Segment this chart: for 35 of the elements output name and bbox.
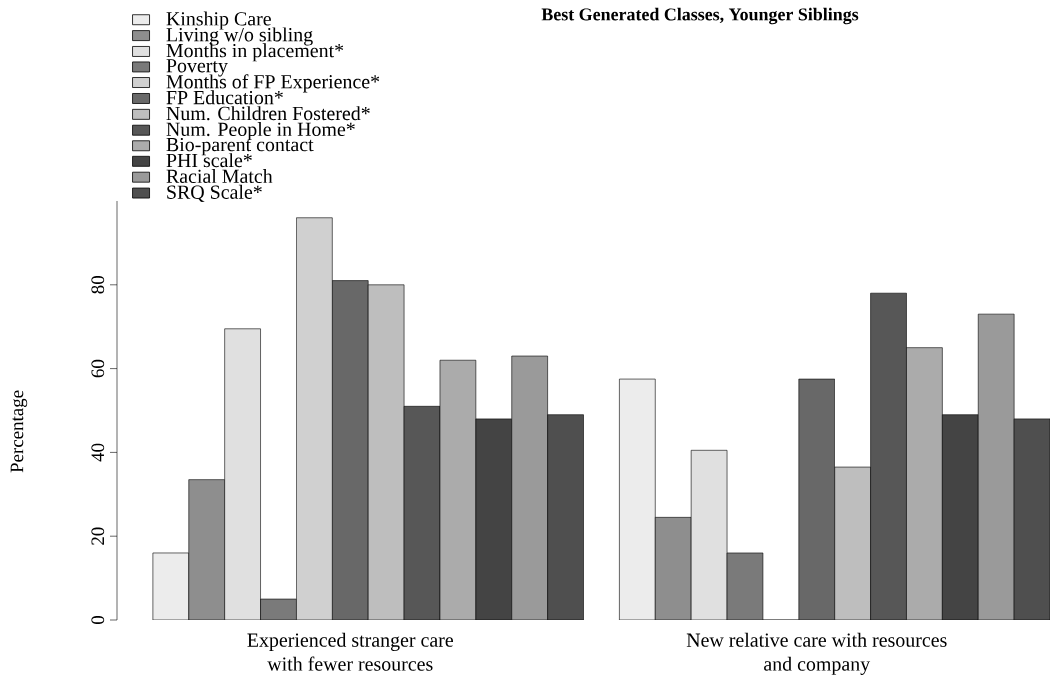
bar — [690, 450, 728, 620]
legend-label: Racial Match — [166, 168, 273, 184]
bar — [152, 552, 190, 620]
bar — [367, 284, 405, 620]
bar — [726, 552, 764, 620]
bar — [798, 378, 835, 620]
bar — [224, 328, 261, 620]
chart-title: Best Generated Classes, Younger Siblings — [541, 7, 859, 25]
bar — [977, 313, 1015, 620]
bar — [547, 414, 584, 620]
legend-label: FP Education* — [166, 90, 283, 105]
y-tick-label: 40 — [91, 443, 105, 462]
legend-label: Num. Children Fostered* — [166, 106, 370, 121]
bar — [188, 479, 225, 620]
bar — [870, 292, 907, 620]
legend-label: SRQ Scale* — [167, 184, 262, 202]
bar — [439, 359, 477, 620]
y-tick-label: 20 — [91, 527, 105, 545]
bar — [906, 347, 943, 620]
x-tick-label: New relative care with resources and company — [686, 632, 947, 675]
y-tick-label: 0 — [91, 616, 105, 625]
bar — [834, 466, 871, 620]
bar — [475, 418, 513, 620]
x-tick-label: Experienced stranger care with fewer resources — [247, 632, 454, 671]
bar — [1013, 418, 1050, 620]
bar — [332, 280, 369, 620]
bar — [654, 517, 692, 620]
bar — [296, 217, 333, 620]
bar — [942, 414, 979, 620]
bar — [619, 378, 656, 620]
y-tick-label: 60 — [91, 359, 105, 378]
bar — [403, 406, 441, 620]
y-axis-title: Percentage — [10, 390, 28, 473]
bar — [511, 355, 548, 620]
y-tick-label: 80 — [91, 276, 105, 294]
